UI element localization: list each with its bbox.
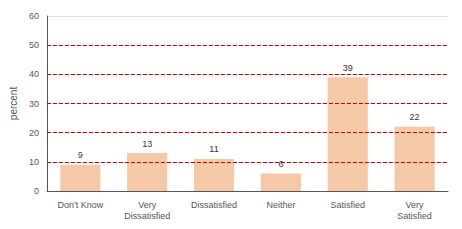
svg-text:30: 30 (29, 99, 39, 109)
svg-text:39: 39 (343, 63, 353, 73)
svg-text:60: 60 (29, 11, 39, 21)
svg-text:13: 13 (142, 139, 152, 149)
svg-text:Neither: Neither (266, 200, 295, 210)
svg-text:Dissatisfied: Dissatisfied (191, 200, 237, 210)
svg-text:20: 20 (29, 128, 39, 138)
svg-text:9: 9 (78, 150, 83, 160)
svg-text:Don't Know: Don't Know (57, 200, 103, 210)
svg-text:40: 40 (29, 69, 39, 79)
svg-text:10: 10 (29, 157, 39, 167)
svg-text:6: 6 (278, 159, 283, 169)
svg-text:Satisfied: Satisfied (330, 200, 365, 210)
svg-text:percent: percent (8, 87, 19, 121)
svg-text:Satisfied: Satisfied (397, 211, 432, 221)
svg-text:Very: Very (406, 200, 425, 210)
svg-text:50: 50 (29, 40, 39, 50)
svg-text:0: 0 (34, 186, 39, 196)
svg-text:Dissatisfied: Dissatisfied (124, 211, 170, 221)
svg-text:Very: Very (138, 200, 157, 210)
svg-text:22: 22 (410, 112, 420, 122)
svg-text:11: 11 (209, 144, 218, 154)
